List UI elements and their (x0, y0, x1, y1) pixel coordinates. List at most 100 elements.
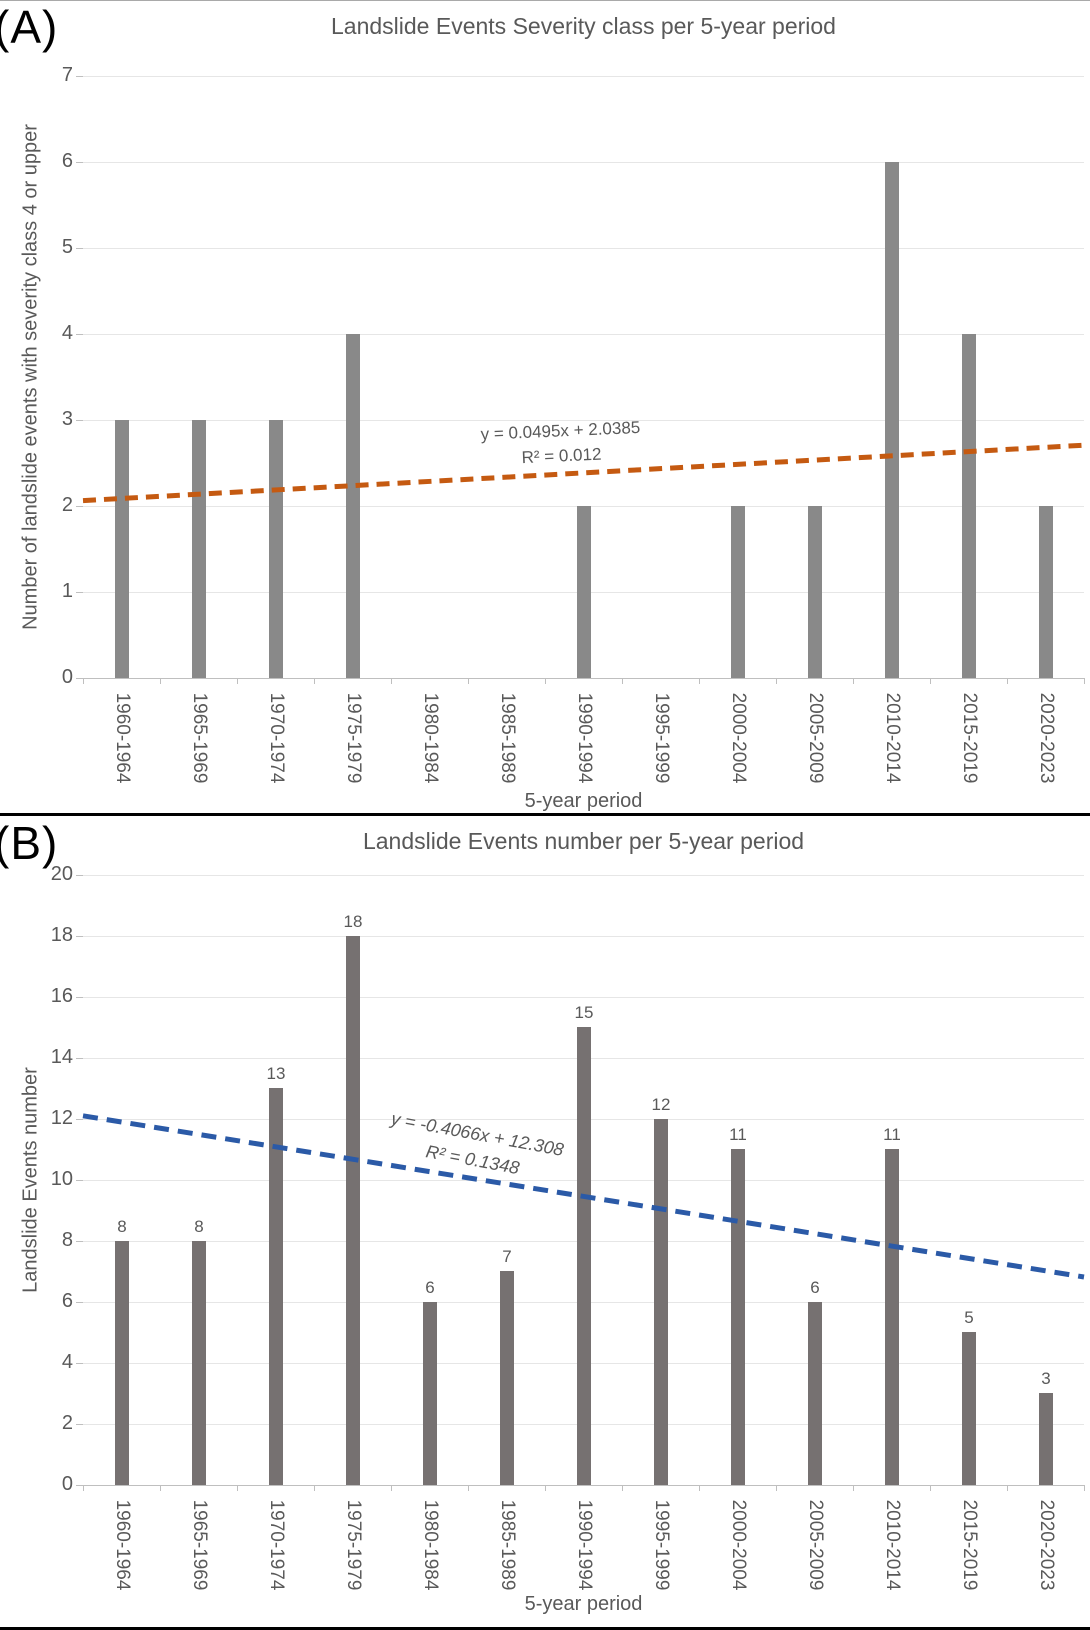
figure-top-border (0, 0, 1090, 1)
bar-2000-2004 (731, 506, 745, 678)
x-tick-label: 1990-1994 (574, 692, 595, 784)
x-tick-label: 1995-1999 (651, 1499, 672, 1591)
bar-1960-1964 (115, 1241, 129, 1485)
x-tick-label: 2020-2023 (1036, 692, 1057, 784)
bar-value-label: 6 (810, 1278, 820, 1297)
chart-a-plot-area: 0 1 2 3 4 5 6 7 1960-1964 1965-1969 1970-1974 1975-… (61, 64, 1085, 784)
x-axis-tick (622, 1485, 623, 1491)
panel-a: (A) Landslide Events Severity class per … (0, 1, 1085, 812)
bar-value-label: 7 (502, 1247, 512, 1266)
chart-a-x-axis-title: 5-year period (524, 790, 643, 812)
bar-value-label: 13 (266, 1064, 286, 1083)
y-axis-tick (76, 875, 83, 876)
y-tick-label: 2 (61, 1412, 73, 1434)
x-axis-line (83, 678, 1084, 679)
bar-1965-1969 (192, 420, 206, 678)
y-tick-label: 10 (50, 1168, 73, 1190)
bar-2020-2023 (1039, 506, 1053, 678)
x-axis-tick (83, 678, 84, 684)
y-axis-tick (76, 248, 83, 249)
x-axis-tick (1007, 1485, 1008, 1491)
y-tick-label: 6 (61, 1290, 73, 1312)
x-tick-label: 1995-1999 (651, 692, 672, 784)
bar-2020-2023 (1039, 1393, 1053, 1485)
chart-b-title: Landslide Events number per 5-year perio… (362, 828, 805, 854)
y-tick-label: 6 (61, 150, 73, 172)
bar-value-label: 11 (883, 1125, 901, 1144)
y-tick-label: 2 (61, 494, 73, 516)
x-tick-label: 1985-1989 (497, 1499, 518, 1591)
figure-bottom-border (0, 1627, 1090, 1630)
bar-value-label: 3 (1041, 1369, 1051, 1388)
x-tick-label: 1975-1979 (343, 692, 364, 784)
panel-divider (0, 813, 1090, 816)
x-tick-label: 1960-1964 (112, 692, 133, 784)
y-axis-tick (76, 162, 83, 163)
y-axis-tick (76, 1302, 83, 1303)
y-axis-tick (76, 420, 83, 421)
y-axis-tick (76, 1424, 83, 1425)
y-axis-tick (76, 1119, 83, 1120)
x-axis-tick (622, 678, 623, 684)
y-tick-label: 3 (61, 408, 73, 430)
bar-value-label: 8 (194, 1217, 204, 1236)
x-axis-tick (83, 1485, 84, 1491)
x-axis-tick (930, 678, 931, 684)
bar-1995-1999 (654, 1119, 668, 1485)
y-tick-label: 20 (50, 863, 73, 885)
y-axis-tick (76, 1363, 83, 1364)
bar-value-label: 8 (117, 1217, 127, 1236)
bar-value-label: 18 (343, 912, 363, 931)
bar-2010-2014 (885, 1149, 899, 1485)
x-tick-label: 2000-2004 (728, 692, 749, 784)
bar-1985-1989 (500, 1271, 514, 1485)
bar-2010-2014 (885, 162, 899, 678)
x-axis-tick (545, 1485, 546, 1491)
x-tick-label: 1980-1984 (420, 692, 441, 784)
y-axis-tick (76, 1485, 83, 1486)
bar-2005-2009 (808, 1302, 822, 1485)
y-tick-label: 0 (61, 666, 73, 688)
x-axis-tick (545, 678, 546, 684)
x-axis-line (83, 1485, 1084, 1486)
bar-1970-1974 (269, 420, 283, 678)
x-axis-tick (1007, 678, 1008, 684)
x-tick-label: 1960-1964 (112, 1499, 133, 1591)
y-tick-label: 1 (61, 580, 73, 602)
bar-1990-1994 (577, 506, 591, 678)
y-axis-tick (76, 592, 83, 593)
x-axis-tick (391, 678, 392, 684)
x-axis-tick (160, 1485, 161, 1491)
y-axis-tick (76, 997, 83, 998)
y-tick-label: 14 (50, 1046, 73, 1068)
chart-a-title: Landslide Events Severity class per 5-ye… (331, 13, 836, 39)
gridline (83, 997, 1084, 998)
bar-1960-1964 (115, 420, 129, 678)
bar-1975-1979 (346, 936, 360, 1485)
x-tick-label: 2015-2019 (959, 1499, 980, 1591)
bar-1970-1974 (269, 1088, 283, 1485)
y-tick-label: 18 (50, 924, 73, 946)
y-axis-tick (76, 506, 83, 507)
x-axis-tick (237, 1485, 238, 1491)
x-axis-tick (776, 678, 777, 684)
y-tick-label: 12 (50, 1107, 73, 1129)
bar-value-label: 5 (964, 1308, 974, 1327)
x-axis-tick (853, 678, 854, 684)
x-axis-tick (699, 678, 700, 684)
y-tick-label: 5 (61, 236, 73, 258)
x-tick-label: 2015-2019 (959, 692, 980, 784)
bar-value-label: 12 (651, 1095, 671, 1114)
panel-b-label: (B) (0, 817, 59, 869)
y-axis-tick (76, 1058, 83, 1059)
gridline (83, 76, 1084, 77)
x-axis-tick (314, 1485, 315, 1491)
bar-2000-2004 (731, 1149, 745, 1485)
bar-1965-1969 (192, 1241, 206, 1485)
bar-value-label: 11 (729, 1125, 747, 1144)
y-axis-tick (76, 334, 83, 335)
x-axis-tick (1084, 1485, 1085, 1491)
gridline (83, 334, 1084, 335)
x-tick-label: 2010-2014 (882, 692, 903, 784)
y-tick-label: 0 (61, 1473, 73, 1495)
